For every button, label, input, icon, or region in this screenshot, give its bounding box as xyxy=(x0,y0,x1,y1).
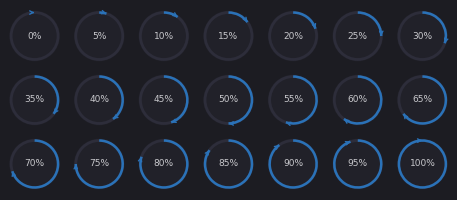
Text: 45%: 45% xyxy=(154,96,174,104)
Text: 65%: 65% xyxy=(412,96,432,104)
Text: 90%: 90% xyxy=(283,160,303,168)
Text: 30%: 30% xyxy=(412,32,432,41)
Circle shape xyxy=(333,75,383,125)
Text: 70%: 70% xyxy=(25,160,45,168)
Circle shape xyxy=(74,139,124,189)
Circle shape xyxy=(204,75,253,125)
Circle shape xyxy=(398,11,447,61)
Circle shape xyxy=(269,139,318,189)
Circle shape xyxy=(74,11,124,61)
Circle shape xyxy=(269,75,318,125)
Text: 85%: 85% xyxy=(218,160,239,168)
Text: 95%: 95% xyxy=(348,160,368,168)
Circle shape xyxy=(10,11,59,61)
Text: 80%: 80% xyxy=(154,160,174,168)
Circle shape xyxy=(10,75,59,125)
Circle shape xyxy=(333,139,383,189)
Circle shape xyxy=(204,139,253,189)
Circle shape xyxy=(398,75,447,125)
Circle shape xyxy=(398,139,447,189)
Text: 0%: 0% xyxy=(27,32,42,41)
Text: 25%: 25% xyxy=(348,32,368,41)
Circle shape xyxy=(139,11,188,61)
Text: 75%: 75% xyxy=(89,160,109,168)
Circle shape xyxy=(10,139,59,189)
Text: 15%: 15% xyxy=(218,32,239,41)
Text: 5%: 5% xyxy=(92,32,106,41)
Text: 100%: 100% xyxy=(409,160,436,168)
Text: 55%: 55% xyxy=(283,96,303,104)
Circle shape xyxy=(204,11,253,61)
Circle shape xyxy=(269,11,318,61)
Circle shape xyxy=(139,139,188,189)
Text: 20%: 20% xyxy=(283,32,303,41)
Circle shape xyxy=(139,75,188,125)
Text: 40%: 40% xyxy=(89,96,109,104)
Text: 10%: 10% xyxy=(154,32,174,41)
Text: 50%: 50% xyxy=(218,96,239,104)
Circle shape xyxy=(74,75,124,125)
Text: 35%: 35% xyxy=(25,96,45,104)
Text: 60%: 60% xyxy=(348,96,368,104)
Circle shape xyxy=(333,11,383,61)
